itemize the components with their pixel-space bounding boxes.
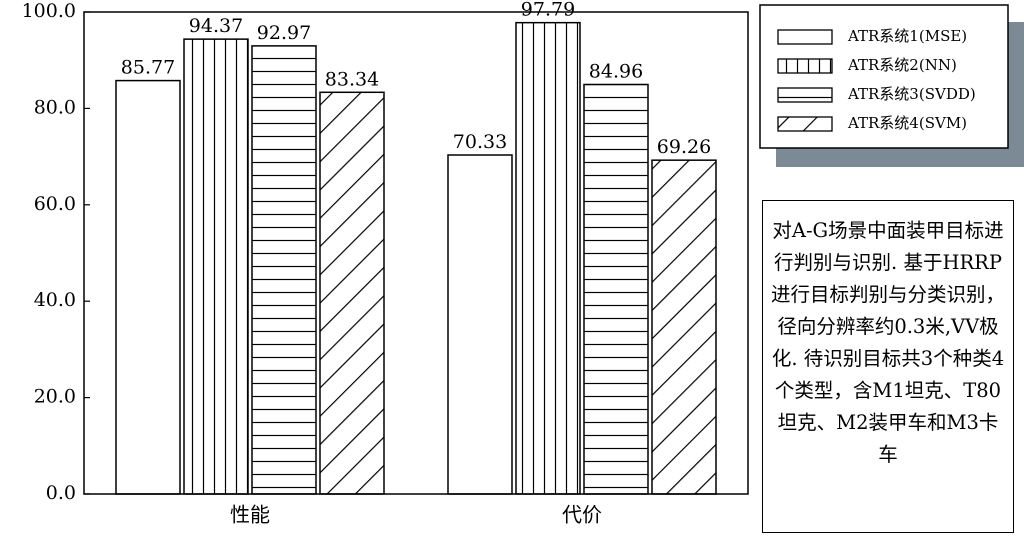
legend-label: ATR系统1(MSE) bbox=[847, 27, 967, 45]
legend-label: ATR系统4(SVM) bbox=[847, 114, 967, 132]
bar bbox=[251, 45, 317, 495]
bar bbox=[115, 79, 181, 495]
value-label: 83.34 bbox=[325, 68, 379, 90]
value-label: 85.77 bbox=[121, 57, 175, 79]
y-tick-label: 0.0 bbox=[46, 482, 76, 504]
plot-frame bbox=[83, 11, 749, 495]
legend-swatch bbox=[777, 58, 833, 74]
y-tick-label: 20.0 bbox=[34, 386, 76, 408]
value-label: 84.96 bbox=[589, 60, 643, 82]
bar bbox=[515, 21, 581, 495]
bar bbox=[319, 91, 385, 495]
bar bbox=[447, 154, 513, 495]
y-tick-label: 40.0 bbox=[34, 289, 76, 311]
value-label: 69.26 bbox=[657, 136, 711, 158]
y-tick-label: 80.0 bbox=[34, 96, 76, 118]
annotation: 对A-G场景中面装甲目标进行判别与识别. 基于HRRP进行目标判别与分类识别，径… bbox=[762, 200, 1014, 533]
x-tick-label: 代价 bbox=[562, 503, 602, 527]
y-tick-label: 100.0 bbox=[22, 0, 76, 22]
bar bbox=[583, 83, 649, 495]
legend-swatch bbox=[777, 87, 833, 103]
value-label: 94.37 bbox=[189, 15, 243, 37]
value-label: 92.97 bbox=[257, 22, 311, 44]
x-tick-label: 性能 bbox=[230, 503, 270, 527]
legend-swatch bbox=[777, 29, 833, 45]
value-label: 97.79 bbox=[521, 0, 575, 21]
bar bbox=[651, 159, 717, 495]
legend-label: ATR系统2(NN) bbox=[847, 56, 957, 74]
legend-swatch bbox=[777, 116, 833, 132]
value-label: 70.33 bbox=[453, 131, 507, 153]
bar bbox=[183, 38, 249, 495]
y-tick-label: 60.0 bbox=[34, 193, 76, 215]
legend-label: ATR系统3(SVDD) bbox=[847, 85, 976, 103]
